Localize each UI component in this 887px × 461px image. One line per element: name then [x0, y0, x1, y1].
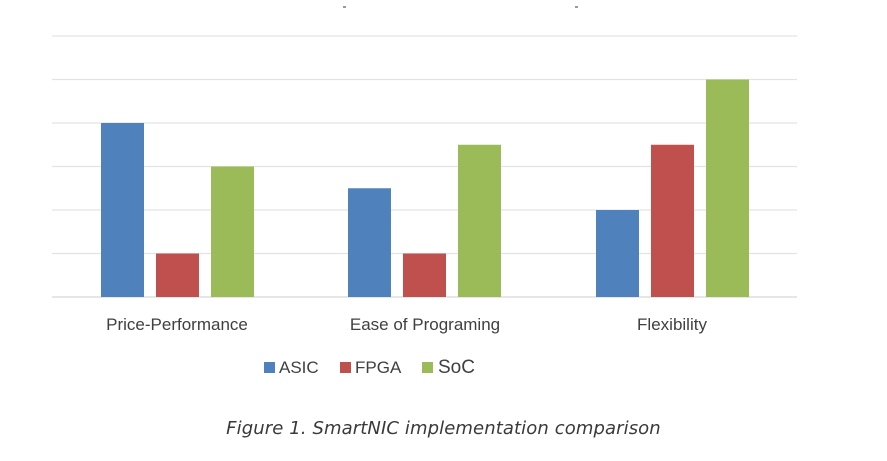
x-tick-label: Ease of Programing	[350, 315, 500, 334]
x-tick-label: Flexibility	[637, 315, 707, 334]
x-tick-label: Price-Performance	[106, 315, 248, 334]
bar-fpga-3	[651, 144, 694, 297]
bar-soc-2	[458, 144, 501, 297]
legend-swatch-fpga	[340, 362, 351, 373]
bar-fpga-2	[403, 253, 446, 297]
bar-soc-1	[211, 166, 254, 297]
bar-soc-3	[706, 79, 749, 297]
bar-asic-3	[596, 210, 639, 297]
bar-asic-1	[101, 123, 144, 297]
x-axis-labels: Price-Performance Ease of Programing Flexi…	[106, 315, 707, 334]
bar-fpga-1	[156, 253, 199, 297]
legend-label-asic: ASIC	[279, 358, 319, 377]
legend-label-fpga: FPGA	[355, 358, 402, 377]
bar-asic-2	[348, 188, 391, 297]
legend-label-soc: SoC	[438, 357, 475, 378]
legend-swatch-asic	[264, 362, 275, 373]
top-tick-mark	[575, 6, 578, 8]
top-tick-mark	[343, 6, 346, 8]
legend-swatch-soc	[422, 362, 433, 373]
chart: Price-Performance Ease of Programing Flexi…	[52, 6, 797, 378]
figure-caption: Figure 1. SmartNIC implementation compar…	[226, 418, 661, 439]
bars	[101, 79, 749, 297]
legend: ASIC FPGA SoC	[264, 357, 475, 378]
